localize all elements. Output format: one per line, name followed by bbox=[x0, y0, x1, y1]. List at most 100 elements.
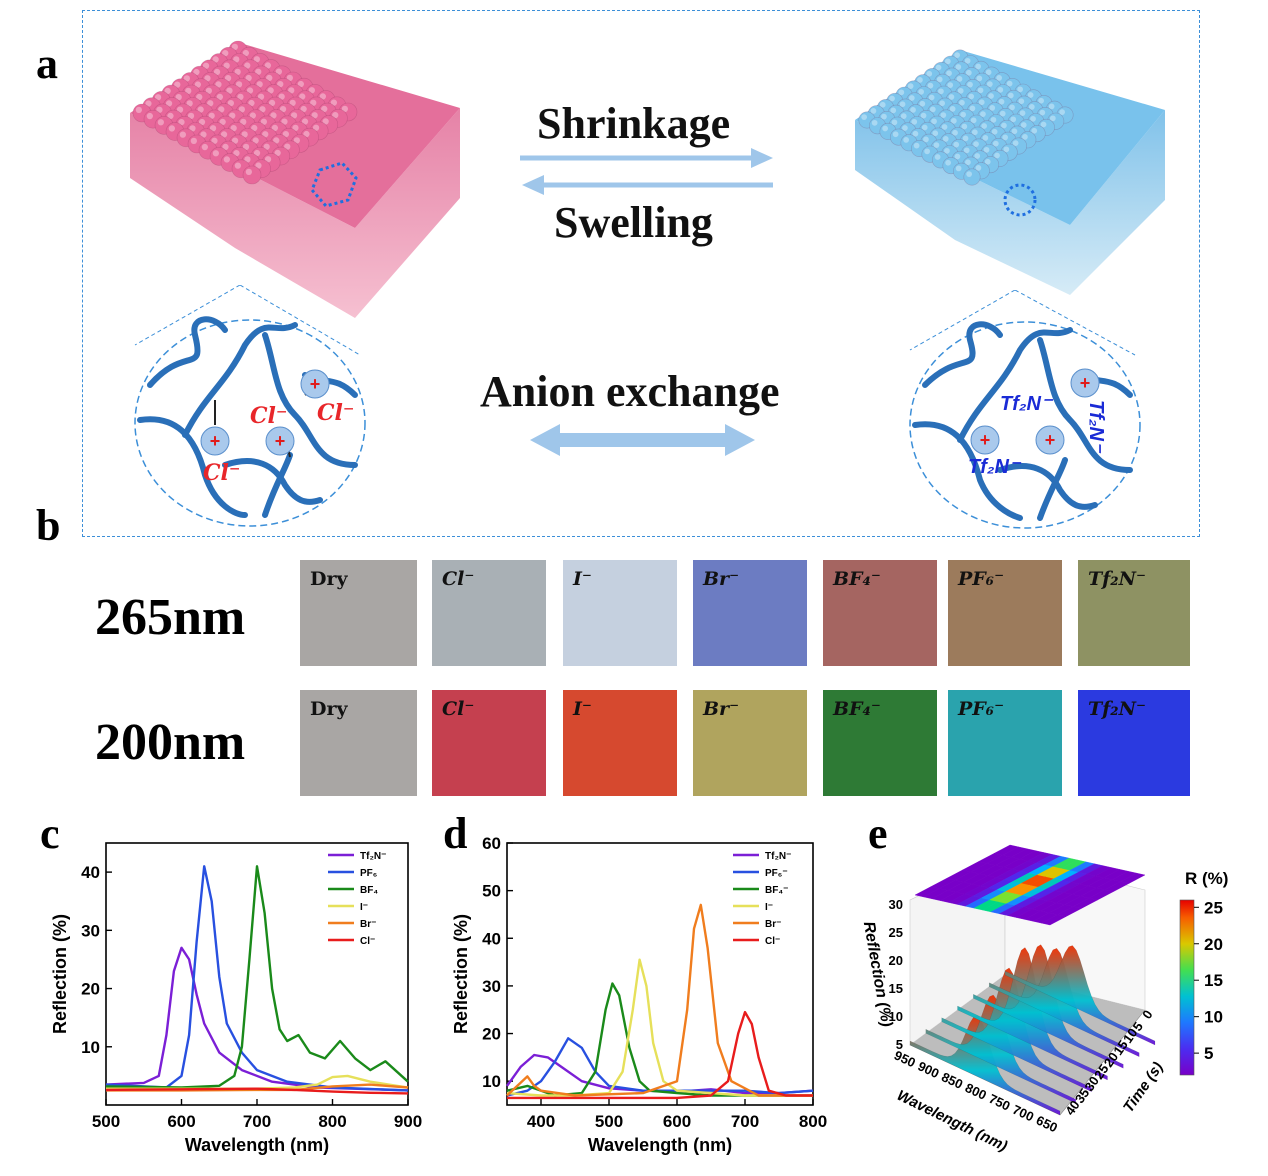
series-line bbox=[506, 903, 813, 1097]
cl-network-inset: + + + Cl⁻ Cl⁻ Cl⁻ bbox=[134, 285, 366, 527]
x-axis-label: Wavelength (nm) bbox=[185, 1135, 329, 1155]
shrink-swell-arrows bbox=[520, 148, 773, 195]
swatch-265nm-0: Dry bbox=[300, 560, 417, 666]
svg-text:+: + bbox=[980, 430, 991, 450]
ion-tf2n-2: Tf₂N⁻ bbox=[968, 456, 1022, 478]
ion-tf2n-1: Tf₂N⁻ bbox=[1000, 393, 1054, 415]
y-tick-label: 30 bbox=[482, 977, 501, 996]
svg-text:+: + bbox=[1080, 373, 1091, 393]
swatch-label: Tf₂N⁻ bbox=[1088, 568, 1147, 590]
x-tick-label: 800 bbox=[318, 1112, 346, 1131]
swatch-label: PF₆⁻ bbox=[958, 698, 1005, 720]
series-line bbox=[506, 982, 813, 1097]
series-line bbox=[507, 1010, 813, 1100]
shrinkage-label: Shrinkage bbox=[537, 99, 731, 148]
z-tick-label: 5 bbox=[896, 1037, 903, 1052]
colorbar-title: R (%) bbox=[1185, 869, 1228, 888]
series-line bbox=[506, 1053, 814, 1095]
swatch-label: BF₄⁻ bbox=[833, 698, 881, 720]
legend-entry: Cl⁻ bbox=[765, 936, 780, 947]
swatch-265nm-5: PF₆⁻ bbox=[948, 560, 1062, 666]
y-tick-label: 20 bbox=[81, 980, 100, 999]
swatch-label: Cl⁻ bbox=[442, 698, 475, 720]
series-line bbox=[506, 958, 813, 1097]
series-line bbox=[105, 1087, 409, 1095]
y-tick-label: 50 bbox=[482, 882, 501, 901]
svg-text:+: + bbox=[275, 431, 286, 451]
ion-cl-3: Cl⁻ bbox=[203, 460, 240, 486]
colorbar-tick: 5 bbox=[1204, 1044, 1213, 1063]
anion-exchange-arrow bbox=[530, 424, 755, 456]
x-tick-label: 400 bbox=[527, 1112, 555, 1131]
svg-text:+: + bbox=[310, 374, 321, 394]
series-line bbox=[105, 865, 409, 1092]
legend-entry: I⁻ bbox=[360, 902, 368, 913]
x-tick-label: 650 bbox=[1034, 1113, 1060, 1136]
y-tick-label: 60 bbox=[482, 835, 501, 853]
swatch-265nm-3: Br⁻ bbox=[693, 560, 807, 666]
x-tick-label: 950 bbox=[892, 1048, 918, 1071]
swatch-label: Br⁻ bbox=[703, 568, 740, 590]
legend-entry: BF₄⁻ bbox=[765, 885, 788, 896]
y-tick-label: 20 bbox=[482, 1025, 501, 1044]
y-tick-label: 10 bbox=[482, 1072, 501, 1091]
y-tick-label: 10 bbox=[81, 1038, 100, 1057]
z-tick-label: 15 bbox=[889, 981, 903, 996]
swatch-265nm-2: I⁻ bbox=[563, 560, 677, 666]
legend-entry: BF₄ bbox=[360, 885, 378, 896]
x-tick-label: 500 bbox=[92, 1112, 120, 1131]
y-axis-label: Time (s) bbox=[1120, 1059, 1167, 1116]
legend-entry: Br⁻ bbox=[765, 919, 781, 930]
colorbar-tick: 20 bbox=[1204, 935, 1223, 954]
swatch-label: Tf₂N⁻ bbox=[1088, 698, 1147, 720]
x-tick-label: 750 bbox=[987, 1091, 1013, 1114]
swelling-label: Swelling bbox=[554, 198, 713, 247]
x-axis-label: Wavelength (nm) bbox=[588, 1135, 732, 1155]
swatch-label: Cl⁻ bbox=[442, 568, 475, 590]
x-tick-label: 800 bbox=[963, 1080, 989, 1103]
legend-entry: Br⁻ bbox=[360, 919, 376, 930]
ion-cl-2: Cl⁻ bbox=[317, 400, 354, 426]
series-line bbox=[105, 865, 409, 1089]
series-line bbox=[506, 1037, 814, 1097]
svg-text:+: + bbox=[210, 431, 221, 451]
panel-label-a: a bbox=[36, 39, 58, 88]
svg-text:+: + bbox=[1045, 430, 1056, 450]
x-tick-label: 850 bbox=[939, 1069, 965, 1092]
surface-slice bbox=[1004, 945, 1156, 1046]
legend-entry: PF₆ bbox=[360, 868, 377, 879]
x-tick-label: 700 bbox=[243, 1112, 271, 1131]
legend-entry: PF₆⁻ bbox=[765, 868, 788, 879]
ion-cl-1: Cl⁻ bbox=[250, 403, 287, 429]
y-tick-label: 30 bbox=[81, 921, 100, 940]
swatch-200nm-1: Cl⁻ bbox=[432, 690, 546, 796]
panel-label-b: b bbox=[36, 501, 61, 550]
panel-label-c: c bbox=[40, 809, 60, 858]
shrunken-photonic-crystal-cube bbox=[855, 49, 1165, 295]
legend-entry: Tf₂N⁻ bbox=[765, 851, 791, 862]
x-tick-label: 700 bbox=[731, 1112, 759, 1131]
x-tick-label: 900 bbox=[394, 1112, 422, 1131]
chart-c-reflection-spectra: 500 600 700 800 900 10 20 30 40 Wavelength (nm) Re… bbox=[50, 842, 422, 1155]
y-tick-label: 40 bbox=[482, 929, 501, 948]
swatch-200nm-5: PF₆⁻ bbox=[948, 690, 1062, 796]
swatch-200nm-3: Br⁻ bbox=[693, 690, 807, 796]
cation-charges: + + + bbox=[200, 369, 330, 456]
y-tick-label: 35 bbox=[1072, 1086, 1093, 1106]
legend-entry: I⁻ bbox=[765, 902, 773, 913]
swatch-200nm-2: I⁻ bbox=[563, 690, 677, 796]
cation-charges: + + + bbox=[970, 368, 1100, 455]
panel-label-e: e bbox=[868, 809, 888, 858]
y-tick-label: 10 bbox=[1120, 1025, 1141, 1045]
swatch-265nm-6: Tf₂N⁻ bbox=[1078, 560, 1190, 666]
colorbar bbox=[1179, 899, 1195, 1076]
swatch-265nm-1: Cl⁻ bbox=[432, 560, 546, 666]
y-tick-label: 25 bbox=[1091, 1061, 1112, 1081]
legend-entry: Tf₂N⁻ bbox=[360, 851, 386, 862]
colorbar-tick: 15 bbox=[1204, 971, 1223, 990]
x-tick-label: 900 bbox=[916, 1058, 942, 1081]
tf2n-network-inset: + + + Tf₂N⁻ Tf₂N⁻ Tf₂N⁻ bbox=[909, 290, 1141, 529]
y-tick-label: 0 bbox=[1139, 1007, 1155, 1022]
colorbar-tick: 10 bbox=[1204, 1008, 1223, 1027]
